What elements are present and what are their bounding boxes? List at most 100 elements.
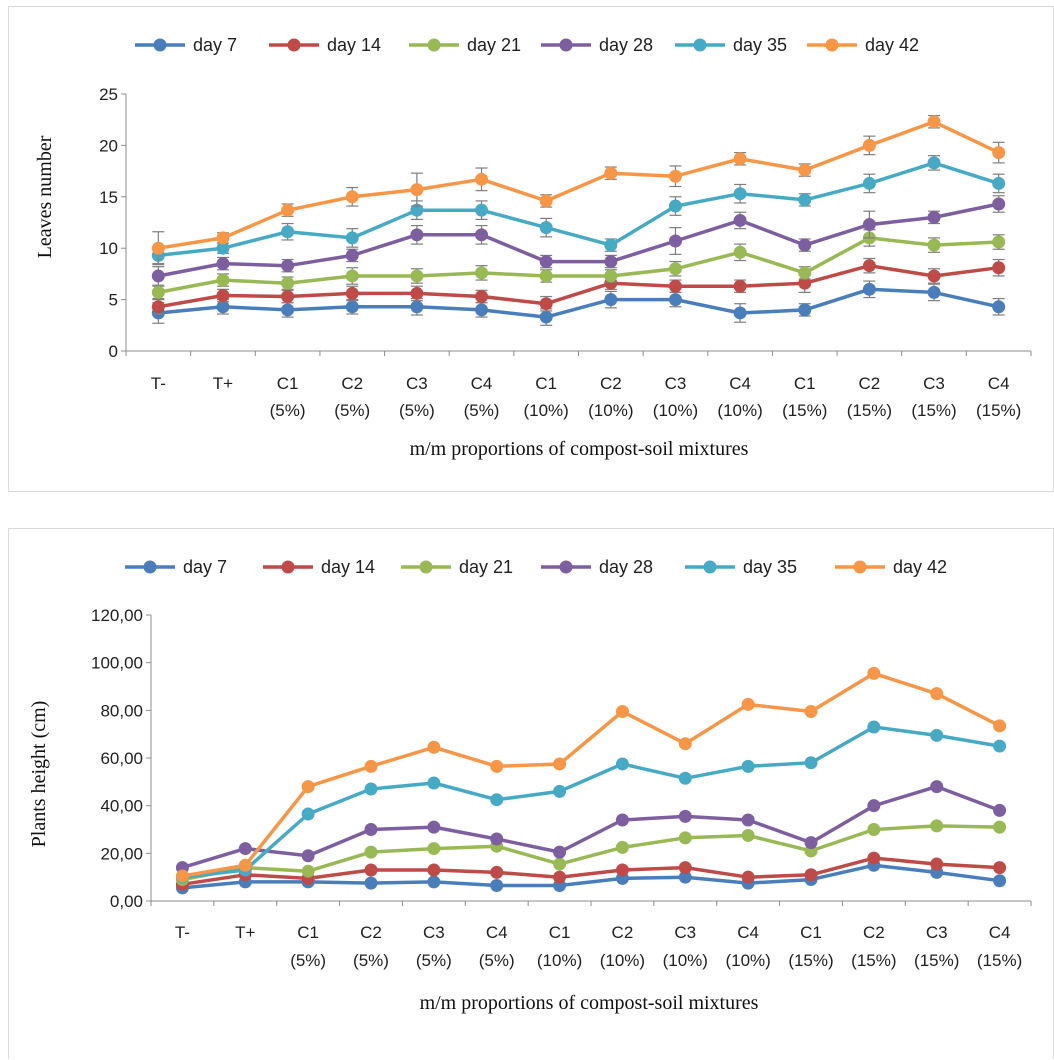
chart1-legend-item: day 21	[409, 35, 521, 55]
chart2-series-2	[175, 819, 1007, 887]
chart2-x-tick-label: T-	[175, 923, 190, 942]
chart1-legend-item: day 28	[541, 35, 653, 55]
chart1-data-point	[927, 269, 941, 283]
chart1-x-tick-sublabel: (5%)	[334, 401, 370, 420]
chart2-x-tick-label: C3	[926, 923, 948, 942]
chart2-x-tick-sublabel: (15%)	[851, 951, 896, 970]
leaves-number-chart-panel: day 7 day 14 day 21 day 28 day 35 day 42 0 5 10…	[8, 6, 1054, 492]
chart2-marks	[175, 666, 1007, 895]
chart2-data-point	[993, 861, 1007, 875]
chart1-legend-swatch-marker	[693, 38, 707, 52]
chart1-y-tick-label: 25	[99, 85, 118, 104]
chart1-x-tick-sublabel: (15%)	[911, 401, 956, 420]
chart2-series-line	[182, 863, 1000, 890]
chart1-data-point	[281, 203, 295, 217]
chart2-data-point	[553, 857, 567, 871]
chart1-data-point	[992, 235, 1006, 249]
chart1-data-point	[992, 300, 1006, 314]
chart1-data-point	[733, 306, 747, 320]
chart2-x-tick-sublabel: (15%)	[788, 951, 833, 970]
chart1-legend-swatch-marker	[559, 38, 573, 52]
chart1-data-point	[862, 138, 876, 152]
chart2-x-tick-label: T+	[235, 923, 255, 942]
chart1-data-point	[798, 238, 812, 252]
chart1-data-point	[281, 276, 295, 290]
chart1-legend-swatch-marker	[825, 38, 839, 52]
chart2-x-tick-label: C1	[549, 923, 571, 942]
chart2-series-line	[182, 725, 1000, 879]
chart2-data-point	[301, 807, 315, 821]
chart1-y-tick-label: 15	[99, 188, 118, 207]
chart1-axes: 0 5 10 15 20 25 T- T+ C1 (5%) C2 (5%) C3 (5%) C4 (5%) C1…	[99, 85, 1032, 420]
chart2-data-point	[804, 836, 818, 850]
chart1-data-point	[668, 234, 682, 248]
chart1-series-5	[151, 114, 1006, 266]
chart2-x-tick-label: C2	[612, 923, 634, 942]
chart2-data-point	[615, 813, 629, 827]
chart2-x-tick-label: C4	[486, 923, 508, 942]
chart1-data-point	[733, 279, 747, 293]
chart1-data-point	[475, 266, 489, 280]
chart2-data-point	[678, 771, 692, 785]
chart2-data-point	[993, 874, 1007, 888]
chart1-data-point	[798, 303, 812, 317]
chart2-legend-label: day 14	[321, 557, 375, 577]
chart1-data-point	[345, 286, 359, 300]
chart1-x-tick-sublabel: (15%)	[782, 401, 827, 420]
chart1-data-point	[410, 286, 424, 300]
chart2-data-point	[427, 863, 441, 877]
chart1-data-point	[862, 176, 876, 190]
chart1-data-point	[151, 241, 165, 255]
chart2-data-point	[553, 757, 567, 771]
chart2-data-point	[490, 793, 504, 807]
chart2-legend-label: day 21	[459, 557, 513, 577]
chart1-legend-label: day 28	[599, 35, 653, 55]
chart2-y-tick-label: 40,00	[100, 797, 143, 816]
chart2-series-line	[182, 824, 1000, 882]
chart1-data-point	[927, 156, 941, 170]
chart1-data-point	[539, 297, 553, 311]
plants-height-chart-panel: day 7 day 14 day 21 day 28 day 35 day 42 0,00…	[8, 528, 1054, 1059]
chart2-data-point	[804, 868, 818, 882]
chart2-data-point	[615, 705, 629, 719]
chart1-data-point	[410, 183, 424, 197]
chart1-x-tick-label: C3	[923, 374, 945, 393]
chart1-data-point	[668, 199, 682, 213]
chart1-data-point	[927, 115, 941, 129]
chart1-data-point	[345, 300, 359, 314]
chart1-series-0	[151, 280, 1006, 326]
chart2-data-point	[993, 820, 1007, 834]
chart1-x-tick-sublabel: (10%)	[717, 401, 762, 420]
chart1-x-tick-label: T-	[151, 374, 166, 393]
chart1-series-3	[151, 195, 1006, 286]
leaves-number-chart: day 7 day 14 day 21 day 28 day 35 day 42 0 5 10…	[34, 35, 1032, 460]
chart2-data-point	[615, 757, 629, 771]
chart1-series-line	[158, 161, 1000, 258]
chart2-data-point	[804, 705, 818, 719]
chart2-legend-item: day 42	[835, 557, 947, 577]
chart2-data-point	[741, 870, 755, 884]
chart2-data-point	[678, 870, 692, 884]
chart1-data-point	[281, 303, 295, 317]
chart1-data-point	[410, 269, 424, 283]
chart2-y-tick-label: 20,00	[100, 844, 143, 863]
chart1-legend-swatch-marker	[427, 38, 441, 52]
chart1-data-point	[604, 255, 618, 269]
chart2-x-tick-sublabel: (10%)	[725, 951, 770, 970]
chart1-data-point	[733, 152, 747, 166]
chart1-data-point	[927, 210, 941, 224]
chart1-data-point	[992, 176, 1006, 190]
chart2-legend-swatch-marker	[853, 560, 867, 574]
chart1-series-line	[157, 236, 999, 295]
chart2-x-tick-label: C4	[737, 923, 759, 942]
chart1-data-point	[475, 228, 489, 242]
chart1-x-tick-sublabel: (5%)	[270, 401, 306, 420]
chart1-data-point	[281, 225, 295, 239]
chart1-x-tick-label: C2	[600, 374, 622, 393]
chart1-data-point	[604, 166, 618, 180]
chart2-y-axis-title: Plants height (cm)	[28, 701, 50, 848]
chart1-legend-item: day 7	[135, 35, 237, 55]
chart1-data-point	[604, 269, 618, 283]
chart1-data-point	[475, 172, 489, 186]
chart1-data-point	[862, 218, 876, 232]
